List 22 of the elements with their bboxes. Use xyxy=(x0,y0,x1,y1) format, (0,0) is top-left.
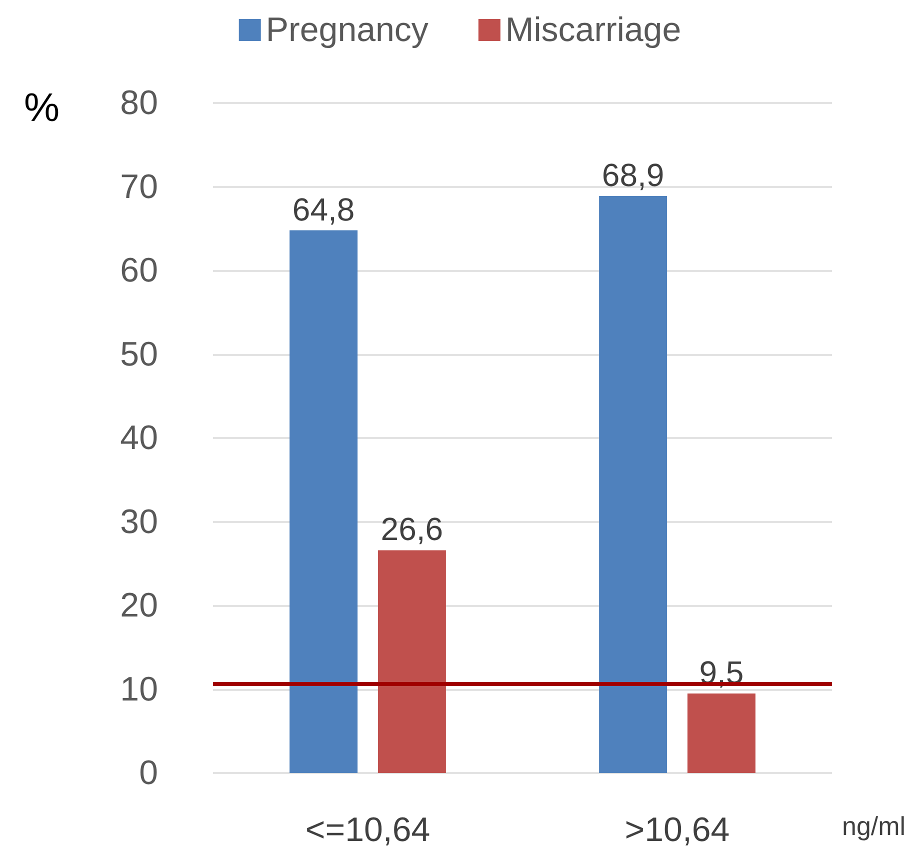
bar xyxy=(378,550,446,773)
y-tick-label: 80 xyxy=(120,84,158,122)
y-tick-label: 50 xyxy=(120,335,158,374)
y-tick-label: 70 xyxy=(120,168,158,206)
y-tick-label: 20 xyxy=(120,586,158,624)
data-label: 64,8 xyxy=(292,191,355,228)
legend-label: Miscarriage xyxy=(505,11,682,49)
y-tick-label: 0 xyxy=(139,754,158,792)
x-tick-label: <=10,64 xyxy=(305,811,430,849)
y-axis-title: % xyxy=(24,86,60,130)
x-tick-label: >10,64 xyxy=(624,811,730,849)
bar xyxy=(290,230,358,773)
legend-label: Pregnancy xyxy=(266,11,428,49)
x-axis-title: ng/ml xyxy=(842,811,906,841)
y-tick-label: 40 xyxy=(120,419,158,457)
y-tick-label: 10 xyxy=(120,670,158,708)
y-tick-label: 60 xyxy=(120,252,158,290)
data-label: 68,9 xyxy=(602,156,664,193)
data-label: 26,6 xyxy=(380,511,444,548)
bar xyxy=(687,693,756,773)
bar xyxy=(599,196,668,773)
y-tick-label: 30 xyxy=(120,502,158,541)
